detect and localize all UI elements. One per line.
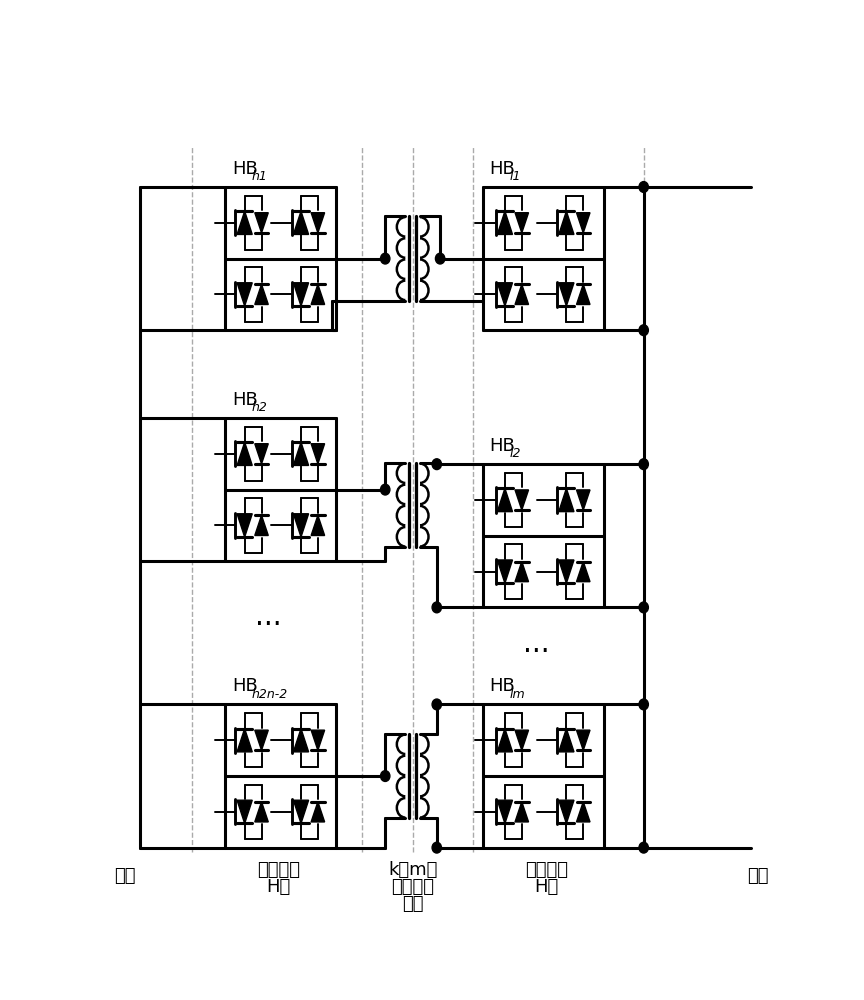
- Circle shape: [432, 459, 442, 470]
- Polygon shape: [294, 211, 308, 234]
- Polygon shape: [576, 562, 590, 582]
- Polygon shape: [294, 283, 308, 306]
- Polygon shape: [515, 213, 529, 233]
- Text: h2: h2: [252, 401, 268, 414]
- Polygon shape: [255, 730, 269, 750]
- Polygon shape: [498, 800, 512, 823]
- Circle shape: [639, 182, 648, 192]
- Text: HB: HB: [490, 160, 516, 178]
- Text: HB: HB: [232, 391, 257, 409]
- Text: ...: ...: [256, 603, 282, 631]
- Polygon shape: [576, 490, 590, 510]
- Circle shape: [432, 699, 442, 710]
- Polygon shape: [498, 729, 512, 752]
- Polygon shape: [498, 211, 512, 234]
- Polygon shape: [255, 515, 269, 535]
- Polygon shape: [237, 729, 252, 752]
- Polygon shape: [559, 211, 574, 234]
- Polygon shape: [559, 729, 574, 752]
- Polygon shape: [515, 562, 529, 582]
- Circle shape: [639, 699, 648, 710]
- Circle shape: [380, 253, 390, 264]
- Circle shape: [639, 602, 648, 613]
- Text: k入m出: k入m出: [388, 861, 437, 879]
- Text: h2n-2: h2n-2: [252, 688, 289, 701]
- Text: 高频逆变: 高频逆变: [257, 861, 301, 879]
- Text: H桥: H桥: [535, 878, 559, 896]
- Polygon shape: [294, 800, 308, 823]
- Text: lm: lm: [510, 688, 525, 701]
- Polygon shape: [237, 211, 252, 234]
- Polygon shape: [576, 284, 590, 304]
- Text: h1: h1: [252, 170, 268, 183]
- Circle shape: [432, 602, 442, 613]
- Polygon shape: [255, 284, 269, 304]
- Text: HB: HB: [232, 677, 257, 695]
- Text: H桥: H桥: [267, 878, 291, 896]
- Polygon shape: [311, 444, 325, 464]
- Polygon shape: [559, 488, 574, 512]
- Polygon shape: [559, 283, 574, 306]
- Text: l1: l1: [510, 170, 521, 183]
- Polygon shape: [498, 283, 512, 306]
- Text: 输入: 输入: [114, 867, 136, 885]
- Text: 高频整流: 高频整流: [525, 861, 569, 879]
- Text: HB: HB: [490, 677, 516, 695]
- Polygon shape: [311, 213, 325, 233]
- Polygon shape: [515, 490, 529, 510]
- Circle shape: [432, 842, 442, 853]
- Polygon shape: [255, 213, 269, 233]
- Polygon shape: [515, 730, 529, 750]
- Text: 压器: 压器: [402, 895, 423, 913]
- Polygon shape: [237, 514, 252, 537]
- Polygon shape: [311, 802, 325, 822]
- Polygon shape: [559, 800, 574, 823]
- Text: 输出: 输出: [746, 867, 768, 885]
- Polygon shape: [576, 213, 590, 233]
- Circle shape: [380, 771, 390, 781]
- Polygon shape: [311, 515, 325, 535]
- Polygon shape: [255, 802, 269, 822]
- Polygon shape: [498, 560, 512, 583]
- Text: l2: l2: [510, 447, 521, 460]
- Polygon shape: [237, 800, 252, 823]
- Circle shape: [639, 325, 648, 336]
- Polygon shape: [237, 283, 252, 306]
- Polygon shape: [576, 730, 590, 750]
- Polygon shape: [237, 442, 252, 465]
- Polygon shape: [559, 560, 574, 583]
- Polygon shape: [294, 514, 308, 537]
- Polygon shape: [255, 444, 269, 464]
- Circle shape: [639, 459, 648, 470]
- Text: ...: ...: [524, 630, 550, 658]
- Text: 中高频变: 中高频变: [391, 878, 435, 896]
- Polygon shape: [294, 442, 308, 465]
- Polygon shape: [311, 284, 325, 304]
- Polygon shape: [515, 802, 529, 822]
- Polygon shape: [515, 284, 529, 304]
- Polygon shape: [311, 730, 325, 750]
- Polygon shape: [294, 729, 308, 752]
- Circle shape: [380, 484, 390, 495]
- Circle shape: [435, 253, 445, 264]
- Text: HB: HB: [490, 437, 516, 455]
- Circle shape: [639, 842, 648, 853]
- Text: HB: HB: [232, 160, 257, 178]
- Polygon shape: [576, 802, 590, 822]
- Polygon shape: [498, 488, 512, 512]
